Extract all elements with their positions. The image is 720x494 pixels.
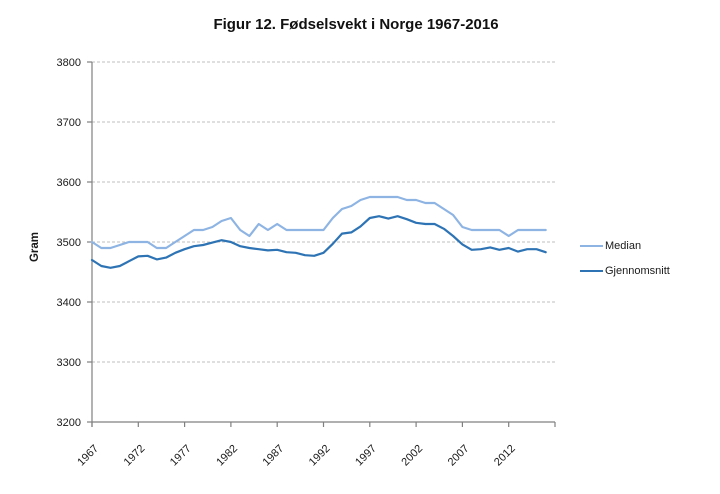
legend-item-gjennomsnitt: Gjennomsnitt <box>580 263 670 279</box>
chart-title: Figur 12. Fødselsvekt i Norge 1967-2016 <box>213 16 499 33</box>
series-gjennomsnitt-line <box>90 215 547 269</box>
x-tick-label: 1987 <box>261 443 287 469</box>
y-axis-tick-labels: 3200 3300 3400 3500 3600 3700 3800 <box>57 57 81 429</box>
y-tick-label: 3200 <box>57 417 81 429</box>
legend: Median Gjennomsnitt <box>580 238 670 279</box>
gridlines <box>92 61 555 363</box>
y-tick-label: 3300 <box>57 357 81 369</box>
y-tick-label: 3400 <box>57 297 81 309</box>
x-tick-label: 1972 <box>122 443 148 469</box>
x-tick-label: 2007 <box>446 443 472 469</box>
legend-item-median: Median <box>580 238 670 254</box>
y-axis-title: Gram <box>29 232 41 262</box>
x-tick-label: 1982 <box>214 443 240 469</box>
median-line-swatch-icon <box>580 245 603 247</box>
legend-label-median: Median <box>605 240 642 252</box>
y-tick-label: 3600 <box>57 177 81 189</box>
legend-label-gjennomsnitt: Gjennomsnitt <box>605 265 670 277</box>
y-tick-label: 3800 <box>57 57 81 69</box>
series-median-line <box>90 195 547 250</box>
x-axis-tick-labels: 1967 1972 1977 1982 1987 1992 1997 2002 2007 2012 <box>75 443 517 469</box>
data-series <box>90 195 547 269</box>
gjennomsnitt-line-swatch-icon <box>580 270 603 272</box>
x-tick-label: 1967 <box>75 443 101 469</box>
y-tick-label: 3500 <box>57 237 81 249</box>
y-tick-label: 3700 <box>57 117 81 129</box>
x-tick-label: 2012 <box>492 443 518 469</box>
x-tick-label: 2002 <box>399 443 425 469</box>
x-tick-label: 1992 <box>307 443 333 469</box>
x-tick-label: 1977 <box>168 443 194 469</box>
axes <box>87 61 556 427</box>
x-tick-label: 1997 <box>353 443 379 469</box>
